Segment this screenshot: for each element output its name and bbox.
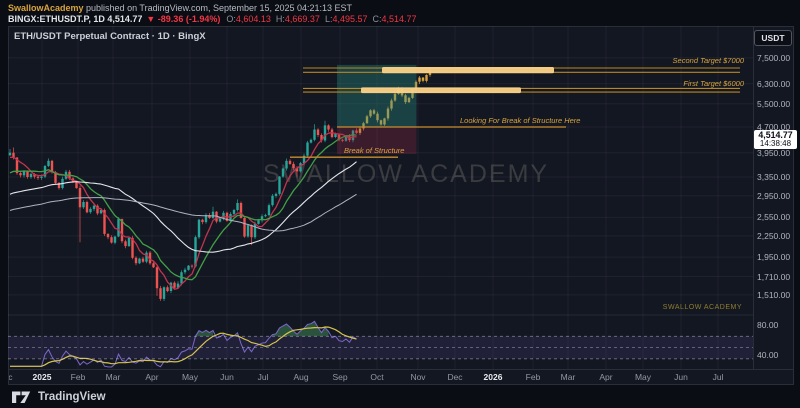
corner-watermark: SWALLOW ACADEMY xyxy=(662,304,742,311)
annotation-break-of-structure[interactable]: Break of Structure xyxy=(344,146,405,155)
time-axis-label[interactable]: 2026 xyxy=(483,372,503,382)
price-axis-label[interactable]: 2,950.00 xyxy=(757,190,791,201)
tradingview-logo-icon[interactable] xyxy=(12,390,31,404)
price-axis-label[interactable]: 5,500.00 xyxy=(757,98,791,109)
bar-countdown: 14:38:48 xyxy=(759,139,792,148)
ohlc-value: 4,604.13 xyxy=(235,14,271,24)
price-axis-label[interactable]: 4,700.00 xyxy=(757,122,791,132)
byline-text: published on TradingView.com, September … xyxy=(83,3,353,13)
currency-button[interactable]: USDT xyxy=(754,30,792,46)
byline: SwallowAcademy published on TradingView.… xyxy=(8,3,352,13)
time-axis-label[interactable]: Mar xyxy=(105,372,121,382)
current-price-badge: 4,514.77 14:38:48 xyxy=(754,130,797,149)
price-change: ▼ -89.36 (-1.94%) xyxy=(146,14,221,24)
tradingview-brand[interactable]: TradingView xyxy=(38,390,106,403)
ohlc-label: L: xyxy=(324,14,333,24)
time-axis[interactable]: Dec 2025 Feb Mar Apr May Jun Jul Aug Sep Oct Nov Dec… xyxy=(9,370,752,385)
price-axis-label[interactable]: 2,550.00 xyxy=(757,212,791,223)
indicator-axis-label[interactable]: 40.00 xyxy=(757,350,779,360)
author-name[interactable]: SwallowAcademy xyxy=(8,3,84,13)
time-axis-label[interactable]: May xyxy=(181,372,199,382)
time-axis-label[interactable]: Jul xyxy=(712,372,724,382)
ohlc-value: 4,669.37 xyxy=(284,14,320,24)
price-axis-label[interactable]: 1,510.00 xyxy=(757,289,791,300)
time-axis-label[interactable]: Mar xyxy=(560,372,576,382)
time-axis-label[interactable]: Dec xyxy=(447,372,463,382)
symbol-info-line: BINGX:ETHUSDT.P, 1D 4,514.77 ▼ -89.36 (-1… xyxy=(8,14,422,24)
time-axis-label[interactable]: Dec xyxy=(9,372,13,382)
footer: TradingView xyxy=(0,385,800,408)
price-axis-label[interactable]: 2,250.00 xyxy=(757,230,791,241)
ohlc-label: C: xyxy=(372,14,382,24)
chart-widget xyxy=(8,26,794,385)
price-axis-label[interactable]: 3,950.00 xyxy=(757,147,791,158)
time-axis-label[interactable]: Oct xyxy=(370,372,384,382)
ohlc-value: 4,514.77 xyxy=(381,14,417,24)
ohlc-label: H: xyxy=(275,14,285,24)
time-axis-label[interactable]: Aug xyxy=(293,372,309,382)
center-watermark: SWALLOW ACADEMY xyxy=(263,160,550,188)
symbol-price: BINGX:ETHUSDT.P, 1D 4,514.77 xyxy=(8,14,143,24)
time-axis-label[interactable]: Apr xyxy=(599,372,613,382)
ohlc-value: 4,495.57 xyxy=(332,14,368,24)
time-axis-label[interactable]: Jun xyxy=(220,372,234,382)
time-axis-label[interactable]: Feb xyxy=(525,372,541,382)
time-axis-label[interactable]: May xyxy=(634,372,652,382)
price-axis-label[interactable]: 7,500.00 xyxy=(757,52,791,63)
time-axis-label[interactable]: Nov xyxy=(410,372,426,382)
ohlc-label: O: xyxy=(226,14,236,24)
time-axis-label[interactable]: Jun xyxy=(674,372,688,382)
current-price: 4,514.77 xyxy=(758,130,793,140)
chart-legend-title[interactable]: ETH/USDT Perpetual Contract · 1D · BingX xyxy=(14,31,206,42)
annotation-second-target[interactable]: Second Target $7000 xyxy=(672,56,744,65)
ohlc-values: O:4,604.13 H:4,669.37 L:4,495.57 C:4,514.77 xyxy=(226,14,421,24)
annotation-first-target[interactable]: First Target $6000 xyxy=(683,79,744,88)
price-axis-label[interactable]: 1,710.00 xyxy=(757,271,791,282)
price-axis-label[interactable]: 6,300.00 xyxy=(757,78,791,89)
time-axis-label[interactable]: Jul xyxy=(257,372,269,382)
price-axis-label[interactable]: 1,950.00 xyxy=(757,252,791,263)
time-axis-label[interactable]: Apr xyxy=(145,372,159,382)
time-axis-label[interactable]: 2025 xyxy=(32,372,52,382)
price-axis-label[interactable]: 3,350.00 xyxy=(757,172,791,182)
indicator-axis-label[interactable]: 80.00 xyxy=(757,320,779,330)
annotation-looking-for-bos[interactable]: Looking For Break of Structure Here xyxy=(460,116,581,125)
time-axis-label[interactable]: Sep xyxy=(332,372,348,382)
time-axis-label[interactable]: Feb xyxy=(70,372,86,382)
